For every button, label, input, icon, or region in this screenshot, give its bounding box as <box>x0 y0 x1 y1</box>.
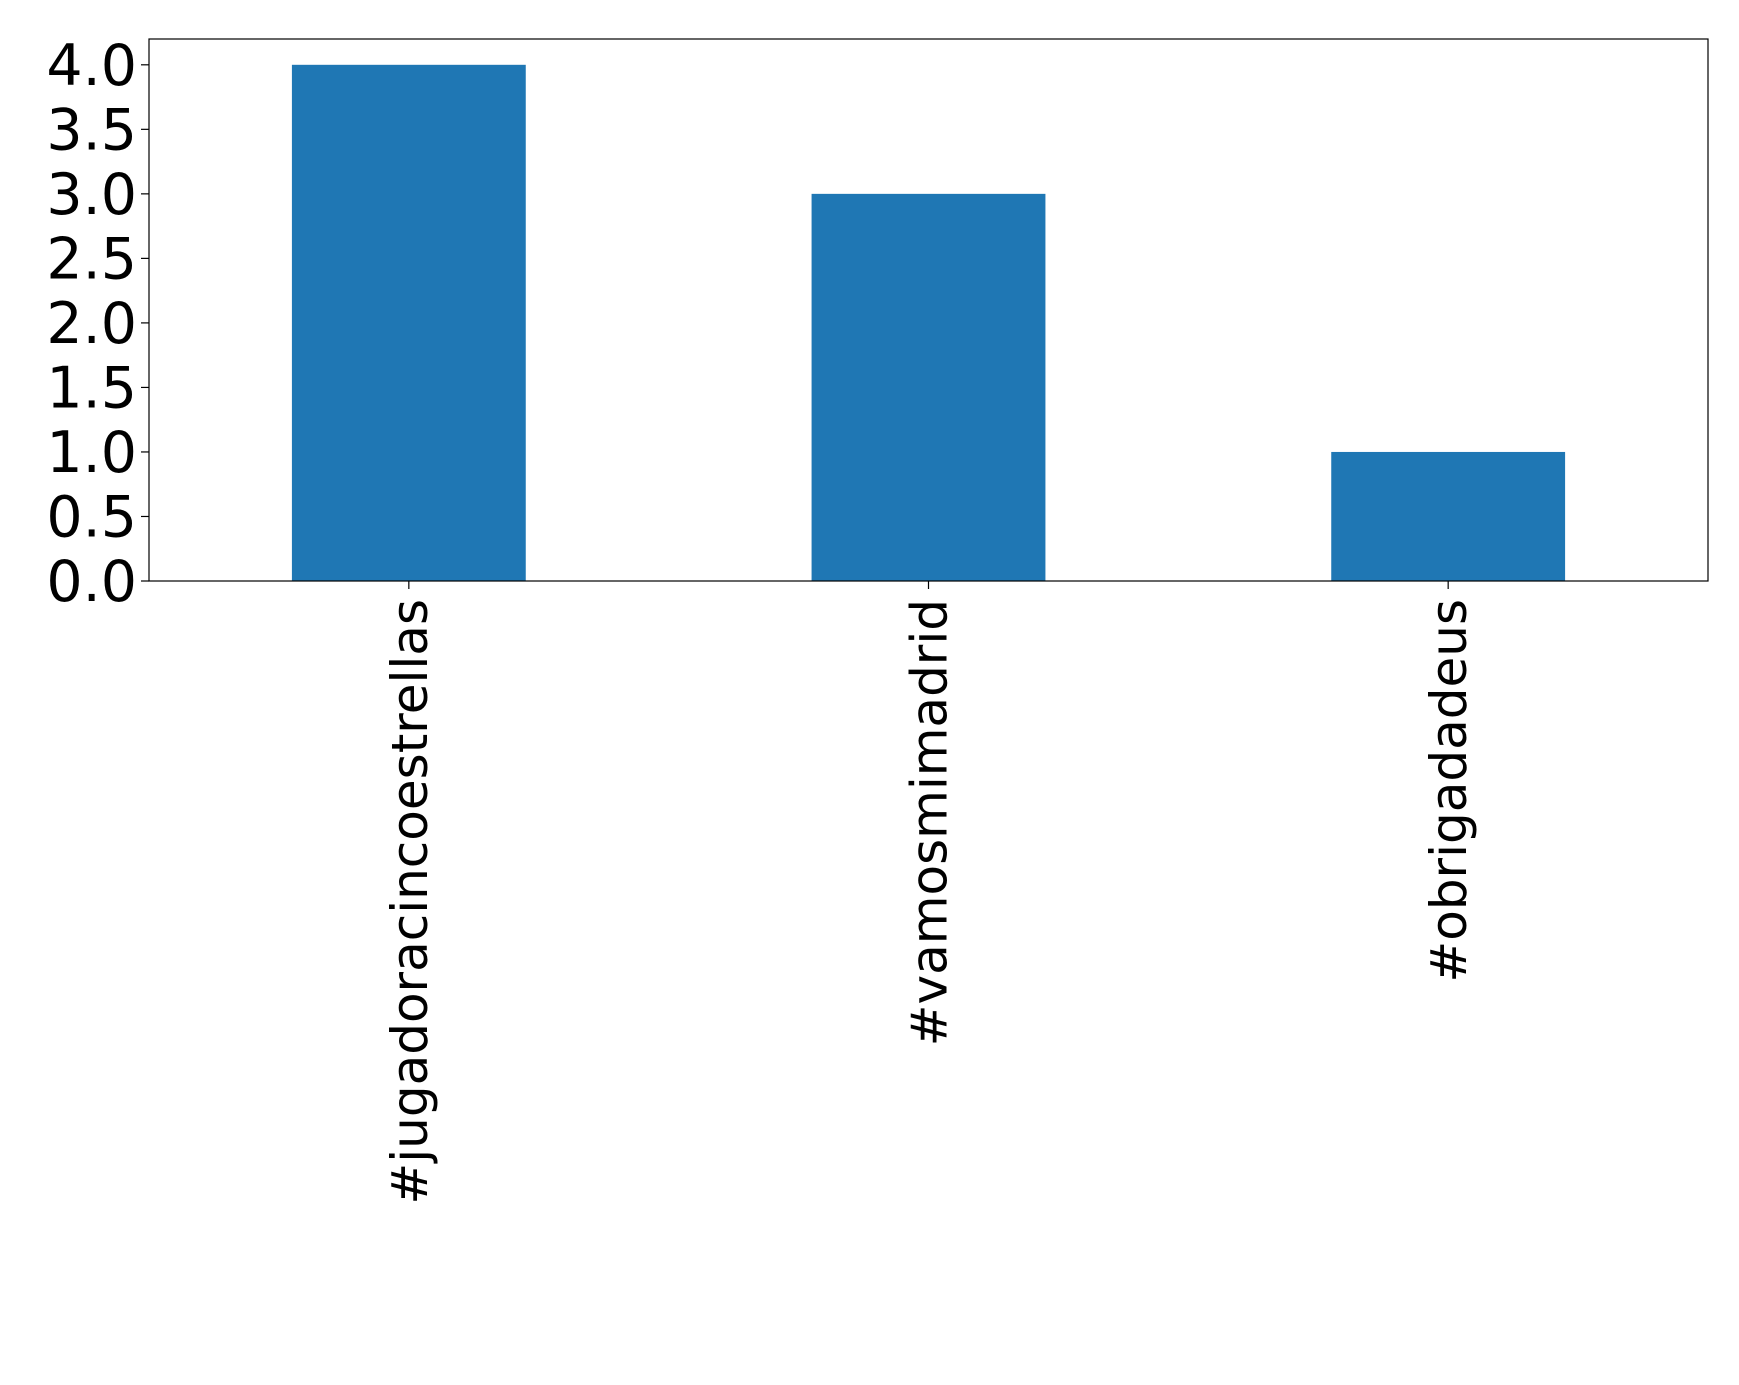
y-tick-label: 3.5 <box>46 97 137 163</box>
y-tick-label: 1.5 <box>46 355 137 421</box>
y-tick-label: 2.5 <box>46 226 137 292</box>
bar <box>291 64 526 582</box>
y-tick-label: 1.0 <box>46 420 137 486</box>
y-tick-label: 0.0 <box>46 549 137 615</box>
bar <box>1331 451 1566 581</box>
x-tick-label: #obrigadadeus <box>1420 599 1478 983</box>
bar <box>811 193 1046 581</box>
x-tick-label: #jugadoracincoestrellas <box>381 599 439 1205</box>
x-tick-label: #vamosmimadrid <box>901 599 959 1046</box>
y-tick-label: 2.0 <box>46 291 137 357</box>
y-tick-label: 0.5 <box>46 484 137 550</box>
plot-frame <box>148 38 1709 582</box>
y-tick-label: 3.0 <box>46 162 137 228</box>
y-tick-label: 4.0 <box>46 33 137 99</box>
